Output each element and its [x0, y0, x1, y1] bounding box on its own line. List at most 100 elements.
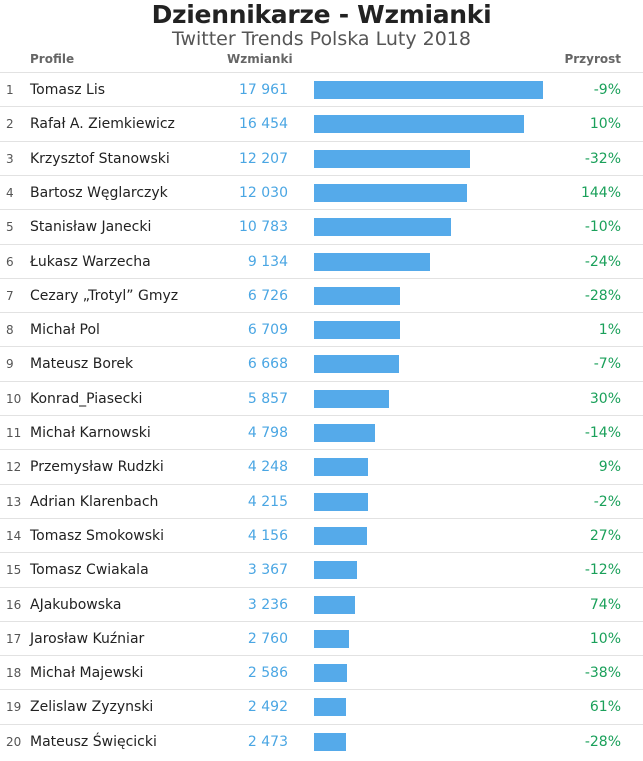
- table-row: 10 Konrad_Piasecki 5 857 30%: [0, 380, 643, 415]
- table-row: 19 Zelislaw Zyzynski 2 492 61%: [0, 689, 643, 723]
- category-label: Konrad_Piasecki: [30, 390, 143, 407]
- data-label: 9 134: [247, 253, 288, 270]
- data-label: 6 726: [247, 287, 288, 304]
- growth-label: -32%: [584, 150, 621, 167]
- growth-label: 61%: [589, 699, 621, 716]
- bar: [314, 81, 543, 99]
- bar: [314, 218, 452, 237]
- rank-label: 17: [6, 631, 22, 646]
- category-label: Mateusz Borek: [30, 356, 134, 373]
- table-row: 7 Cezary „Trotyl” Gmyz 6 726 -28%: [0, 277, 643, 312]
- category-label: Cezary „Trotyl” Gmyz: [30, 287, 179, 304]
- column-header-profile: Profile: [30, 52, 75, 66]
- table-row: 2 Rafał A. Ziemkiewicz 16 454 10%: [0, 106, 643, 140]
- category-label: Tomasz Lis: [30, 82, 106, 98]
- growth-label: -2%: [593, 493, 621, 510]
- bar: [314, 183, 468, 202]
- rank-label: 19: [6, 700, 22, 715]
- data-label: 6 709: [247, 322, 288, 339]
- category-label: Krzysztof Stanowski: [30, 150, 170, 167]
- table-row: 16 AJakubowska 3 236 74%: [0, 586, 643, 621]
- data-label: 4 248: [247, 459, 288, 476]
- table-row: 15 Tomasz Cwiakala 3 367 -12%: [0, 552, 643, 586]
- bar: [314, 561, 357, 580]
- rank-label: 10: [6, 391, 22, 406]
- data-label: 2 586: [247, 665, 288, 682]
- table-row: 14 Tomasz Smokowski 4 156 27%: [0, 517, 643, 552]
- growth-label: -28%: [584, 287, 621, 304]
- category-label: Tomasz Cwiakala: [30, 562, 149, 579]
- table-row: 20 Mateusz Święcicki 2 473 -28%: [0, 723, 643, 758]
- category-label: Michał Pol: [30, 322, 100, 339]
- category-label: Łukasz Warzecha: [30, 253, 151, 270]
- growth-label: 10%: [589, 630, 621, 647]
- bar: [314, 492, 368, 511]
- column-header-mentions: Wzmianki: [227, 52, 293, 66]
- table-row: 13 Adrian Klarenbach 4 215 -2%: [0, 483, 643, 518]
- growth-label: -24%: [584, 253, 621, 270]
- bar: [314, 115, 524, 134]
- rank-label: 4: [6, 185, 14, 200]
- table-row: 18 Michał Majewski 2 586 -38%: [0, 655, 643, 689]
- category-label: Adrian Klarenbach: [30, 493, 159, 510]
- category-label: Jarosław Kuźniar: [30, 630, 145, 647]
- rank-label: 8: [6, 323, 14, 338]
- bar: [314, 732, 346, 751]
- bar: [314, 286, 400, 305]
- rank-label: 13: [6, 494, 22, 509]
- category-label: Rafał A. Ziemkiewicz: [30, 116, 175, 133]
- table-row: 9 Mateusz Borek 6 668 -7%: [0, 346, 643, 380]
- data-label: 3 367: [247, 562, 288, 579]
- bar: [314, 526, 367, 545]
- growth-label: -10%: [584, 219, 621, 236]
- category-label: Przemysław Rudzki: [30, 459, 164, 476]
- growth-label: 30%: [589, 390, 621, 407]
- rank-label: 14: [6, 528, 22, 543]
- growth-label: -9%: [593, 82, 621, 98]
- bar: [314, 321, 400, 340]
- growth-label: 9%: [598, 459, 621, 476]
- category-label: Stanisław Janecki: [30, 219, 152, 236]
- rank-label: 20: [6, 734, 22, 749]
- growth-label: 10%: [589, 116, 621, 133]
- data-label: 3 236: [247, 596, 288, 613]
- rank-label: 16: [6, 597, 22, 612]
- growth-label: 144%: [580, 184, 621, 201]
- growth-label: 1%: [598, 322, 621, 339]
- data-label: 16 454: [239, 116, 288, 133]
- bar: [314, 389, 389, 408]
- data-label: 10 783: [239, 219, 288, 236]
- table-row: 8 Michał Pol 6 709 1%: [0, 312, 643, 346]
- column-header-growth: Przyrost: [564, 52, 621, 66]
- rank-label: 18: [6, 666, 22, 681]
- category-label: Mateusz Święcicki: [30, 733, 157, 750]
- rank-label: 9: [6, 357, 14, 372]
- growth-label: -28%: [584, 733, 621, 750]
- data-label: 4 798: [247, 425, 288, 441]
- rank-label: 11: [6, 426, 22, 440]
- table-row: 4 Bartosz Węglarczyk 12 030 144%: [0, 174, 643, 209]
- table-row: 11 Michał Karnowski 4 798 -14%: [0, 415, 643, 449]
- category-label: Tomasz Smokowski: [30, 527, 165, 544]
- data-label: 4 156: [247, 527, 288, 544]
- data-label: 2 760: [247, 630, 288, 647]
- bar: [314, 458, 369, 477]
- bar: [314, 664, 347, 683]
- data-label: 4 215: [247, 493, 288, 510]
- rank-label: 7: [6, 288, 14, 303]
- chart-title: Dziennikarze - Wzmianki: [151, 0, 492, 29]
- growth-label: 27%: [589, 527, 621, 544]
- category-label: Bartosz Węglarczyk: [30, 184, 168, 201]
- data-label: 17 961: [239, 82, 288, 98]
- data-label: 2 473: [247, 733, 288, 750]
- table-row: 6 Łukasz Warzecha 9 134 -24%: [0, 243, 643, 278]
- table-row: 5 Stanisław Janecki 10 783 -10%: [0, 209, 643, 243]
- bar: [314, 629, 350, 648]
- bar: [314, 424, 376, 442]
- growth-label: 74%: [589, 596, 621, 613]
- rank-label: 6: [6, 254, 14, 269]
- bar: [314, 595, 356, 614]
- rank-label: 12: [6, 460, 22, 475]
- table-row: 17 Jarosław Kuźniar 2 760 10%: [0, 620, 643, 655]
- table-row: 3 Krzysztof Stanowski 12 207 -32%: [0, 140, 643, 175]
